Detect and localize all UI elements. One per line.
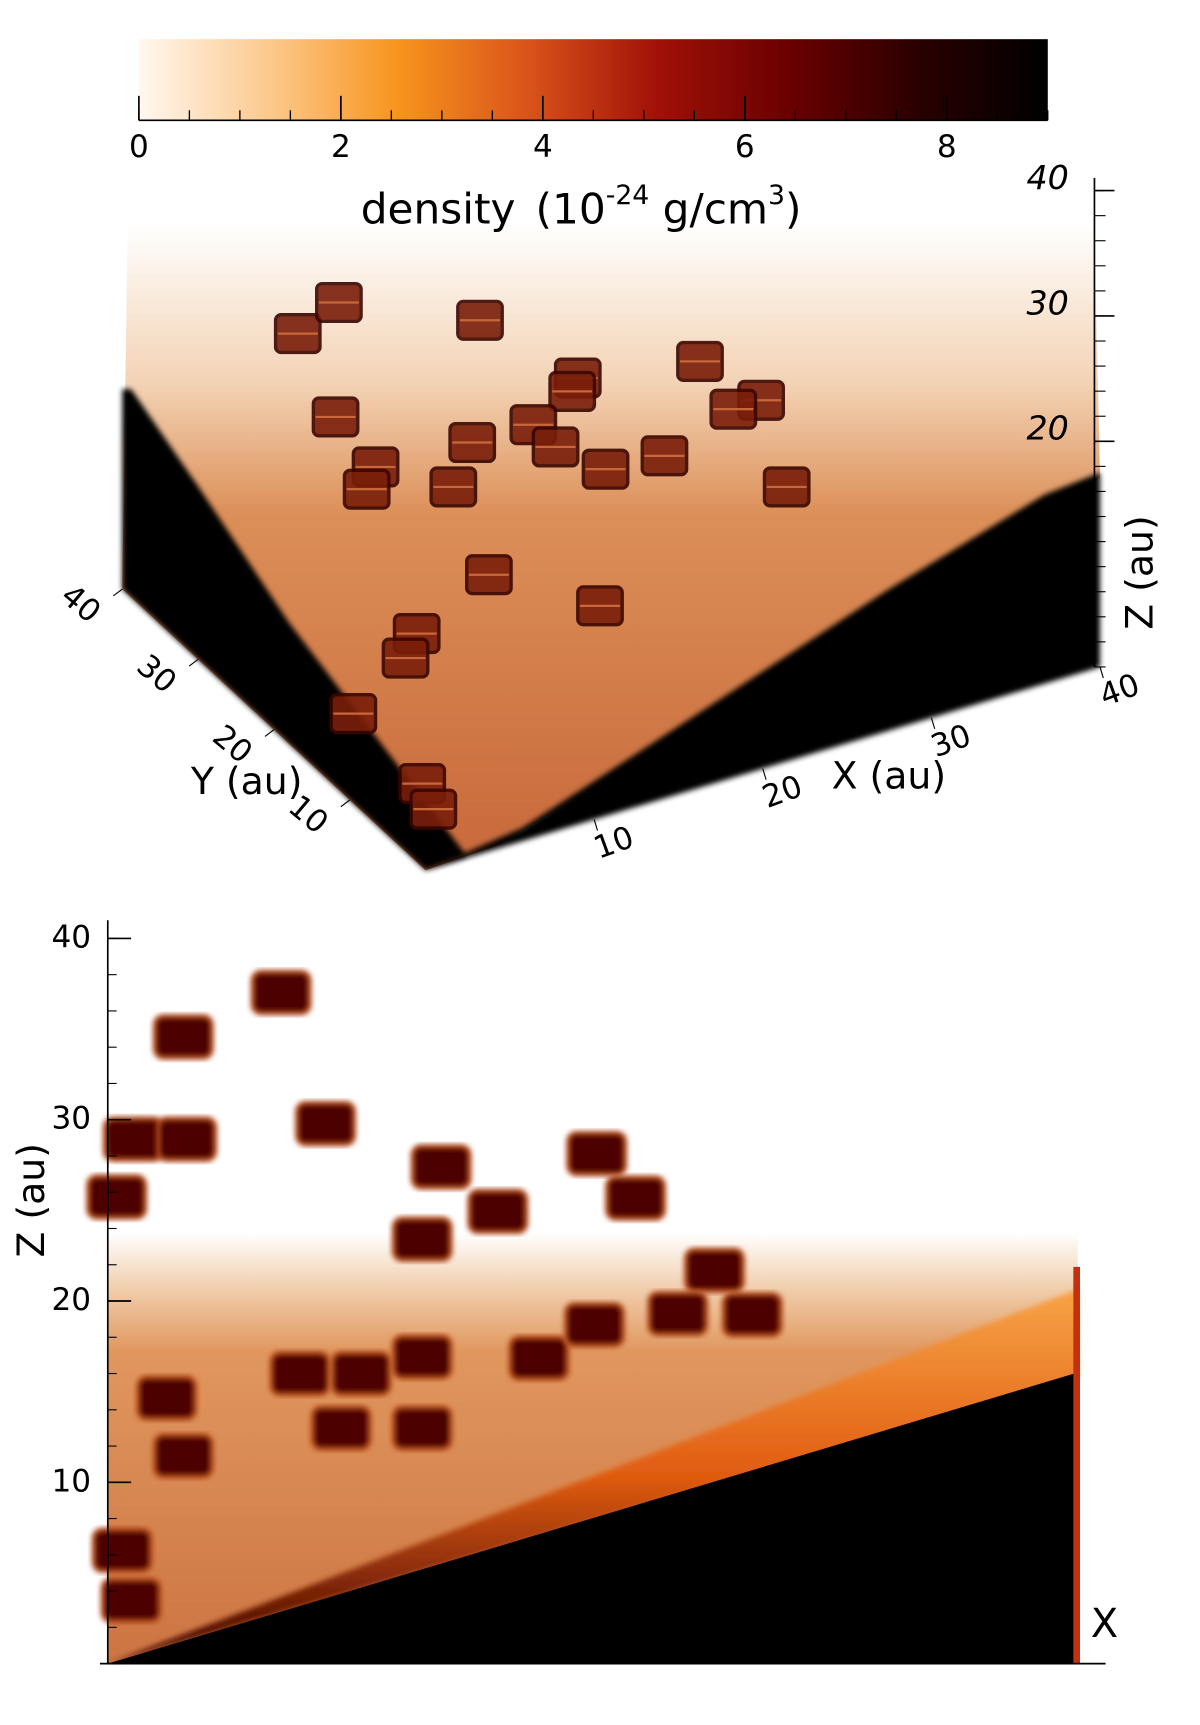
- tick: [1099, 666, 1104, 679]
- tick: [340, 799, 351, 808]
- tick-label: 2: [331, 129, 351, 165]
- clumps: [273, 281, 811, 830]
- clump: [152, 1014, 214, 1060]
- slice-render: [86, 920, 1114, 1664]
- volume-render: [122, 222, 1100, 871]
- clump: [391, 1216, 453, 1262]
- title-part: 3: [768, 179, 785, 210]
- tick-label: 8: [937, 129, 957, 165]
- label-box: [1080, 1583, 1114, 1664]
- tick: [188, 659, 199, 667]
- title-part: g/cm: [649, 184, 768, 233]
- clump: [410, 1144, 472, 1190]
- y-axis-label: Y (au): [190, 759, 303, 803]
- clump: [391, 1334, 453, 1380]
- title-part: density: [361, 184, 516, 233]
- tick-label: 6: [735, 129, 755, 165]
- clump: [136, 1375, 198, 1421]
- clump: [683, 1247, 745, 1294]
- clump: [295, 1100, 357, 1147]
- y-tick-label: 30: [52, 1101, 92, 1137]
- clump: [310, 1405, 372, 1451]
- clump: [102, 1116, 164, 1162]
- clump: [330, 1350, 392, 1397]
- title-part: ): [785, 184, 801, 233]
- z-tick-label: 40: [1026, 158, 1068, 197]
- tick: [113, 588, 123, 597]
- x-axis-label: X (au): [832, 754, 946, 798]
- clump: [508, 1335, 570, 1381]
- tick: [593, 819, 599, 831]
- clump: [391, 1405, 453, 1451]
- title-part: -24: [606, 179, 650, 210]
- clump: [100, 1577, 162, 1624]
- x-axis-label: X: [1091, 1601, 1118, 1647]
- edge: [1073, 1266, 1080, 1664]
- clump: [647, 1290, 709, 1337]
- z-tick-label: 20: [1026, 409, 1068, 448]
- tick: [930, 717, 936, 730]
- clump: [467, 1188, 529, 1235]
- z-tick-label: 30: [1026, 283, 1068, 322]
- clump: [566, 1130, 628, 1177]
- clump: [721, 1291, 783, 1338]
- y-tick-label: 20: [52, 1282, 92, 1318]
- clump: [269, 1350, 331, 1397]
- dense-face-right: [425, 472, 1100, 871]
- clump: [250, 969, 312, 1016]
- colorbar-title: density (10-24 g/cm3): [361, 179, 802, 233]
- colorbar: [138, 39, 1048, 121]
- y-axis-label: Z (au): [9, 1143, 53, 1257]
- y-tick-label: 10: [52, 1463, 92, 1499]
- y-tick-label: 40: [54, 577, 107, 630]
- tick: [264, 729, 275, 737]
- clump: [156, 1116, 218, 1162]
- title-part: (10: [536, 184, 606, 233]
- dense-face-left: [122, 389, 467, 871]
- tick: [762, 768, 767, 780]
- clump: [91, 1527, 153, 1574]
- z-axis-label: Z (au): [1118, 515, 1162, 629]
- tick-label: 0: [129, 129, 149, 165]
- clump: [563, 1301, 625, 1348]
- clump: [86, 1174, 148, 1220]
- clump: [152, 1433, 214, 1479]
- y-tick-label: 40: [52, 919, 92, 955]
- y-tick-label: 30: [130, 648, 183, 701]
- clump: [605, 1175, 667, 1221]
- tick-label: 4: [533, 129, 553, 165]
